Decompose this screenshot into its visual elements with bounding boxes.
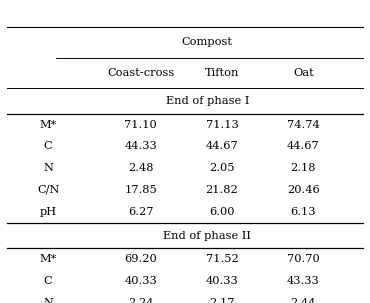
- Text: 2.48: 2.48: [128, 163, 153, 173]
- Text: Oat: Oat: [293, 68, 314, 78]
- Text: 40.33: 40.33: [124, 276, 157, 286]
- Text: 2.05: 2.05: [209, 163, 235, 173]
- Text: C: C: [44, 276, 53, 286]
- Text: M*: M*: [40, 254, 57, 265]
- Text: 17.85: 17.85: [124, 185, 157, 195]
- Text: 70.70: 70.70: [287, 254, 320, 265]
- Text: 69.20: 69.20: [124, 254, 157, 265]
- Text: 71.10: 71.10: [124, 119, 157, 130]
- Text: 2.44: 2.44: [291, 298, 316, 303]
- Text: C/N: C/N: [37, 185, 59, 195]
- Text: 6.00: 6.00: [209, 207, 235, 217]
- Text: 44.33: 44.33: [124, 141, 157, 152]
- Text: 71.13: 71.13: [206, 119, 238, 130]
- Text: End of phase II: End of phase II: [163, 231, 251, 241]
- Text: 2.18: 2.18: [291, 163, 316, 173]
- Text: 44.67: 44.67: [206, 141, 238, 152]
- Text: 2.24: 2.24: [128, 298, 153, 303]
- Text: 2.17: 2.17: [209, 298, 235, 303]
- Text: 6.13: 6.13: [291, 207, 316, 217]
- Text: C: C: [44, 141, 53, 152]
- Text: N: N: [43, 163, 53, 173]
- Text: N: N: [43, 298, 53, 303]
- Text: 6.27: 6.27: [128, 207, 153, 217]
- Text: 40.33: 40.33: [206, 276, 238, 286]
- Text: M*: M*: [40, 119, 57, 130]
- Text: 44.67: 44.67: [287, 141, 320, 152]
- Text: 71.52: 71.52: [206, 254, 238, 265]
- Text: 21.82: 21.82: [206, 185, 238, 195]
- Text: 74.74: 74.74: [287, 119, 320, 130]
- Text: Tifton: Tifton: [205, 68, 239, 78]
- Text: pH: pH: [40, 207, 57, 217]
- Text: 20.46: 20.46: [287, 185, 320, 195]
- Text: Compost: Compost: [182, 37, 233, 48]
- Text: Coast-cross: Coast-cross: [107, 68, 174, 78]
- Text: End of phase I: End of phase I: [165, 96, 249, 106]
- Text: 43.33: 43.33: [287, 276, 320, 286]
